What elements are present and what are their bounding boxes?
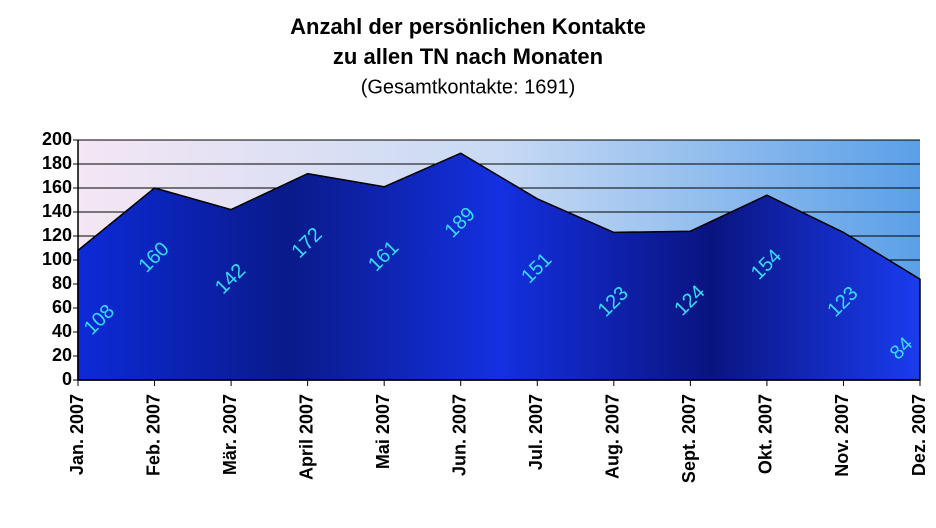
x-tick-label: Nov. 2007 [832, 394, 852, 477]
chart-title: Anzahl der persönlichen Kontakte [290, 14, 646, 39]
x-tick-label: Aug. 2007 [603, 394, 623, 479]
y-tick-label: 0 [62, 369, 72, 389]
y-tick-label: 200 [42, 129, 72, 149]
x-tick-label: Dez. 2007 [909, 394, 929, 476]
y-tick-label: 120 [42, 225, 72, 245]
x-tick-label: Jan. 2007 [67, 394, 87, 475]
y-tick-label: 40 [52, 321, 72, 341]
y-tick-label: 20 [52, 345, 72, 365]
chart-subtitle: (Gesamtkontakte: 1691) [361, 76, 576, 98]
x-tick-label: Okt. 2007 [756, 394, 776, 474]
y-tick-label: 80 [52, 273, 72, 293]
x-tick-label: Jul. 2007 [526, 394, 546, 470]
y-tick-label: 180 [42, 153, 72, 173]
area [77, 152, 921, 381]
y-tick-label: 160 [42, 177, 72, 197]
x-tick-label: Sept. 2007 [679, 394, 699, 483]
x-tick-label: Mai 2007 [373, 394, 393, 469]
x-tick-label: April 2007 [296, 394, 316, 480]
x-tick-label: Feb. 2007 [143, 394, 163, 476]
y-tick-label: 140 [42, 201, 72, 221]
chart-title: zu allen TN nach Monaten [333, 44, 603, 69]
x-tick-label: Mär. 2007 [220, 394, 240, 475]
y-tick-label: 60 [52, 297, 72, 317]
y-tick-label: 100 [42, 249, 72, 269]
x-tick-label: Jun. 2007 [449, 394, 469, 476]
